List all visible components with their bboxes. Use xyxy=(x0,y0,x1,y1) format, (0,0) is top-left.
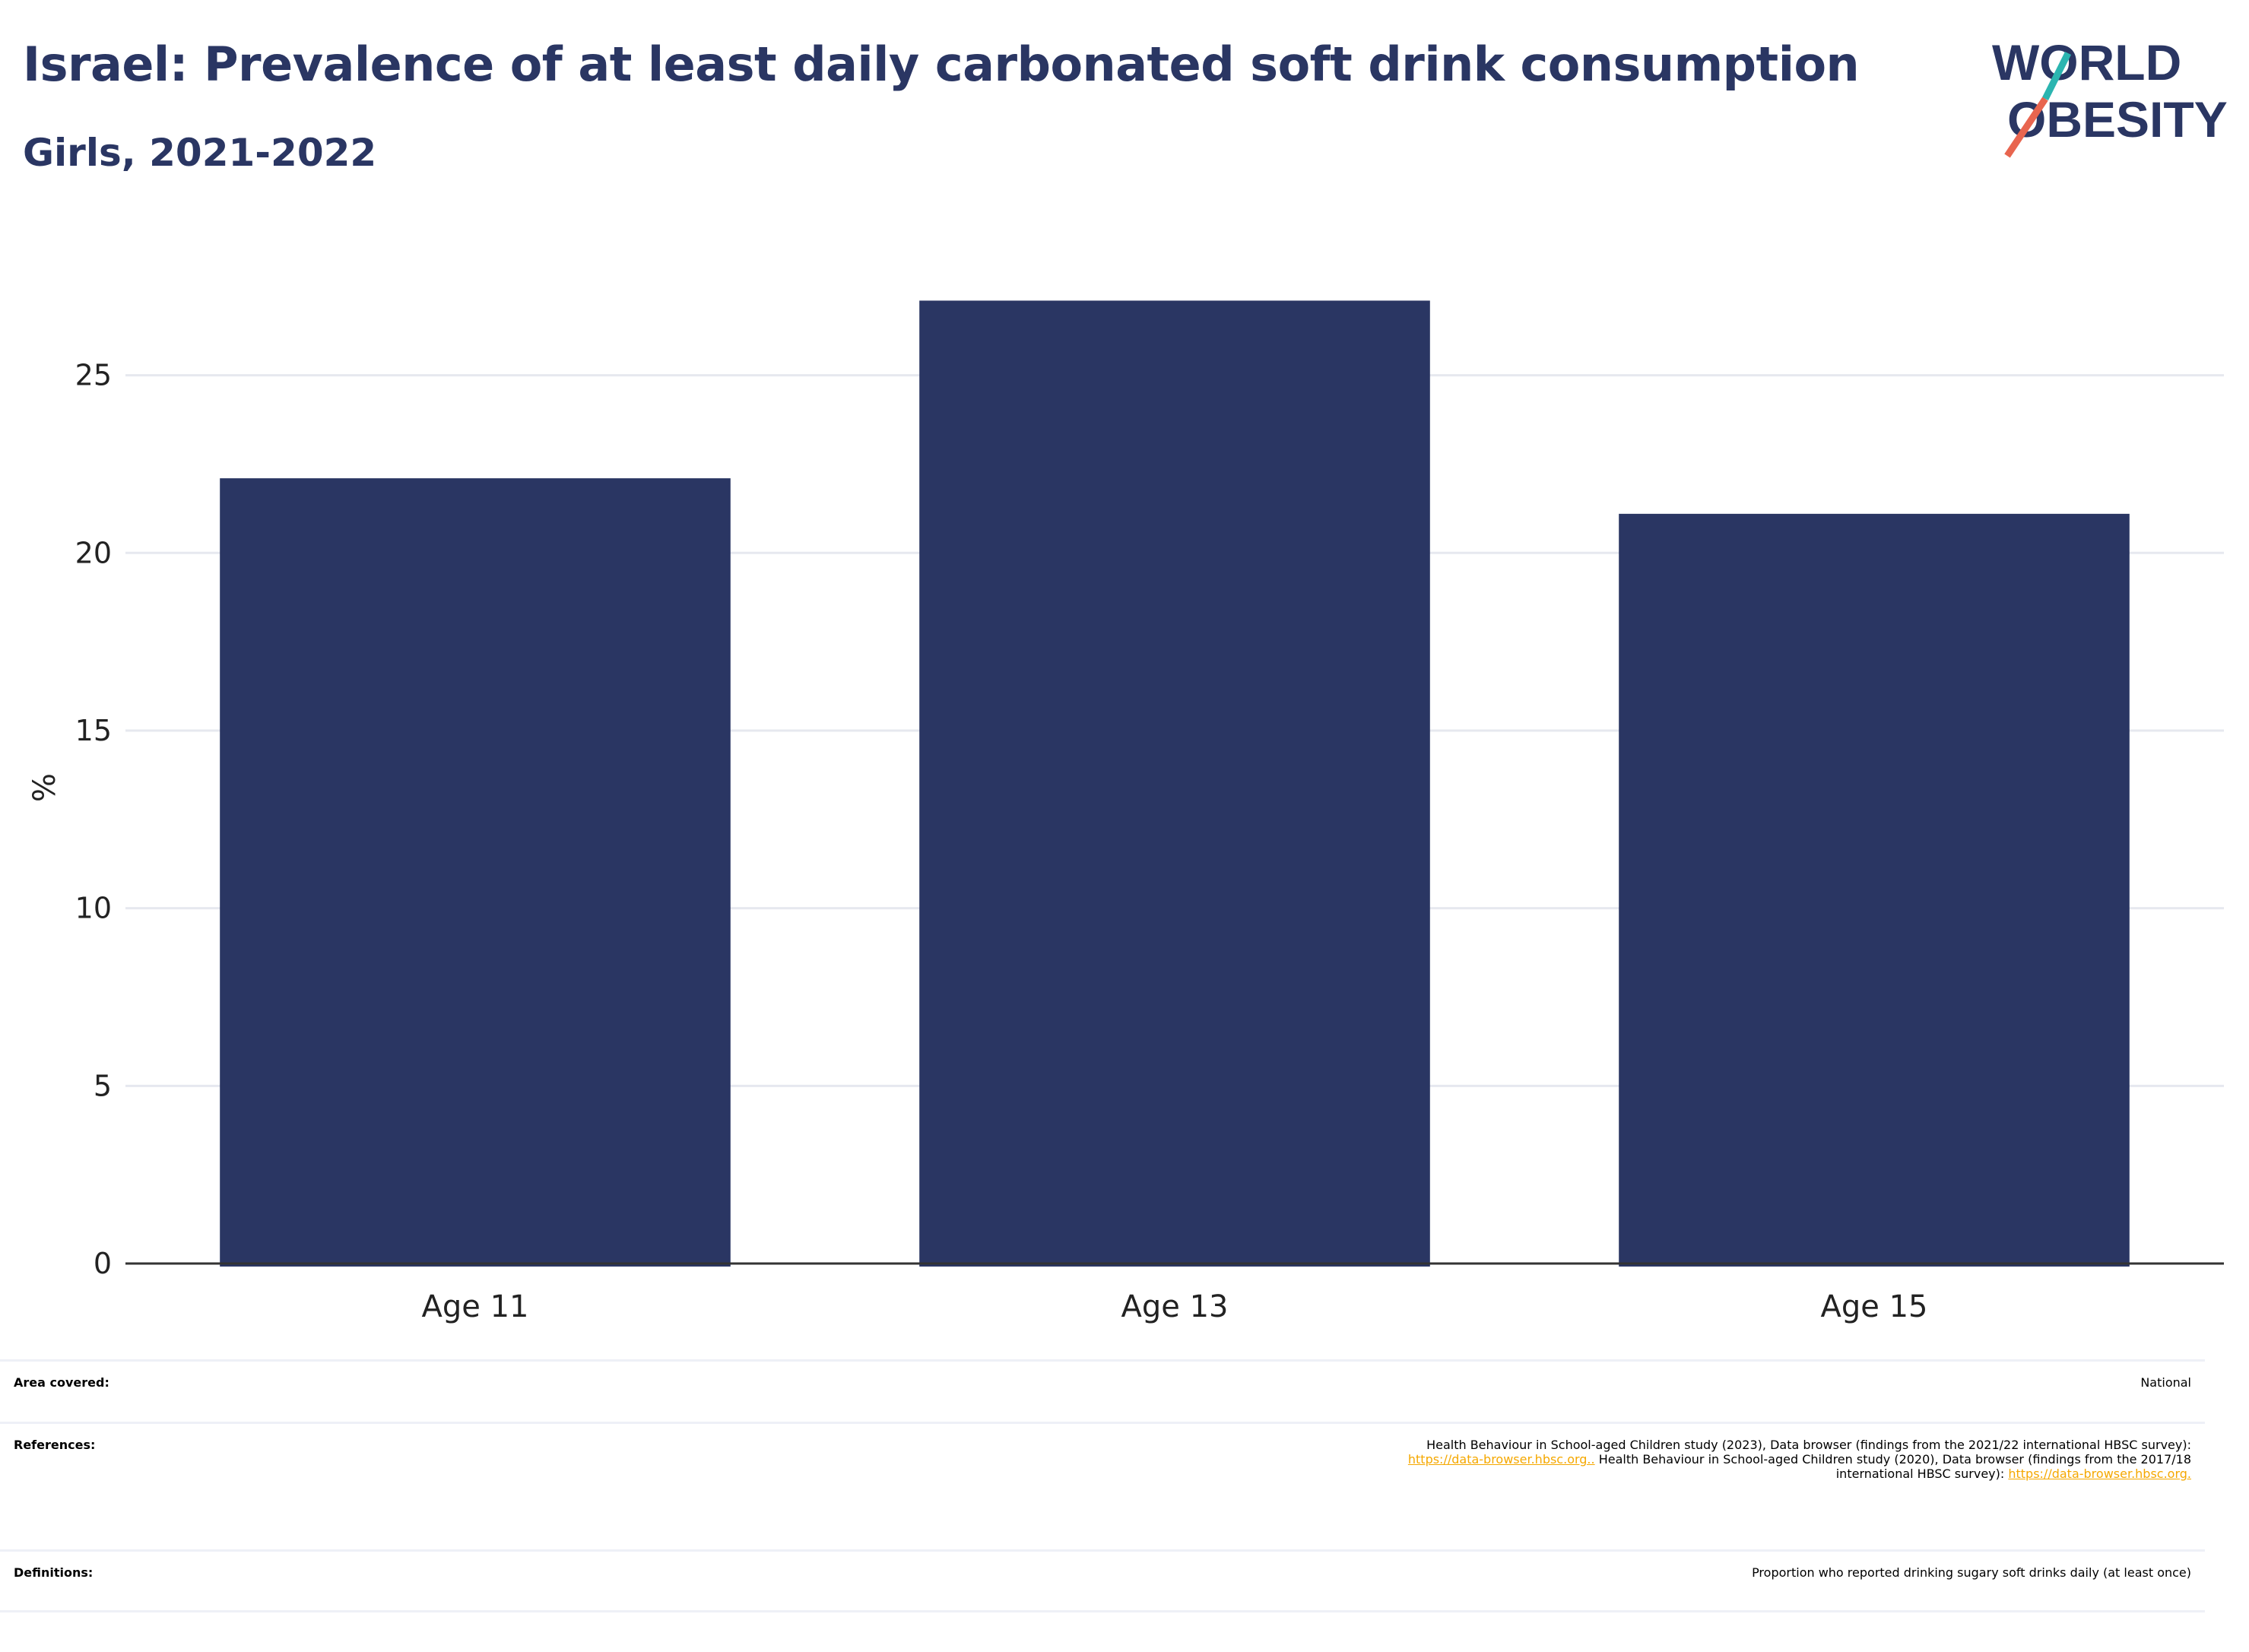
references-row-box: References: Health Behaviour in School-a… xyxy=(0,1422,2205,1546)
references-line-3-text: international HBSC survey): xyxy=(1835,1467,2009,1481)
x-tick-label: Age 11 xyxy=(422,1289,529,1324)
y-tick-label: 20 xyxy=(75,536,112,569)
bar-chart: 0 5 10 15 20 25% Age 11 Age 13 Age 15 xyxy=(27,300,2224,1324)
chart-title: Israel: Prevalence of at least daily car… xyxy=(23,36,1860,92)
y-tick-label: 25 xyxy=(75,359,112,392)
references-line-3: international HBSC survey): https://data… xyxy=(1408,1467,2191,1481)
logo-slash-bottom xyxy=(2004,97,2048,158)
definitions-label: Definitions: xyxy=(14,1565,94,1580)
y-axis-title: % xyxy=(27,773,62,802)
area-covered-row: Area covered: National xyxy=(0,1359,2205,1422)
references-line-2-text: Health Behaviour in School-aged Children… xyxy=(1594,1452,2191,1467)
references-link-2[interactable]: https://data-browser.hbsc.org. xyxy=(2008,1467,2191,1481)
references-value: Health Behaviour in School-aged Children… xyxy=(1408,1438,2191,1481)
references-link-1[interactable]: https://data-browser.hbsc.org.. xyxy=(1407,1452,1595,1467)
area-covered-label: Area covered: xyxy=(14,1375,109,1390)
chart-subtitle: Girls, 2021-2022 xyxy=(23,131,377,175)
y-tick-label: 10 xyxy=(75,892,112,925)
logo-text-world: WORLD xyxy=(1992,34,2181,90)
logo-slash-top xyxy=(2041,51,2072,101)
references-line-2: https://data-browser.hbsc.org.. Health B… xyxy=(1408,1452,2191,1467)
y-tick-label: 15 xyxy=(75,714,112,747)
x-tick-label: Age 13 xyxy=(1121,1289,1229,1324)
bar xyxy=(1619,513,2130,1267)
y-tick-label: 5 xyxy=(94,1069,112,1102)
bar xyxy=(220,478,731,1267)
references-label: References: xyxy=(14,1438,96,1452)
world-obesity-logo: WORLD OBESITY xyxy=(1992,34,2228,158)
area-covered-value: National xyxy=(2140,1375,2191,1390)
x-tick-label: Age 15 xyxy=(1821,1289,1928,1324)
references-line-1: Health Behaviour in School-aged Children… xyxy=(1426,1438,2191,1452)
definitions-value: Proportion who reported drinking sugary … xyxy=(1752,1565,2191,1580)
definitions-row: Definitions: Proportion who reported dri… xyxy=(0,1549,2205,1614)
bar xyxy=(919,300,1430,1267)
y-tick-label: 0 xyxy=(94,1247,112,1280)
info-divider-bottom xyxy=(0,1610,2205,1612)
